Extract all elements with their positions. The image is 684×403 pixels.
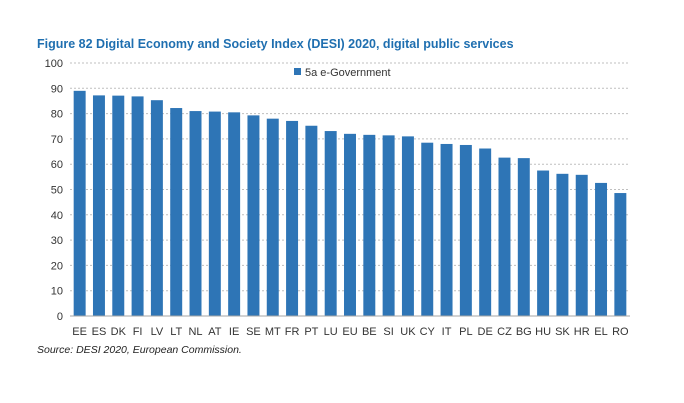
y-tick-label: 50 <box>51 185 63 197</box>
bars <box>73 90 627 317</box>
x-category-label: CY <box>420 326 436 338</box>
x-category-label: IE <box>229 326 239 338</box>
y-tick-label: 60 <box>51 159 63 171</box>
x-category-label: LT <box>170 326 182 338</box>
bar-lu <box>324 131 337 316</box>
bar-fr <box>286 120 299 316</box>
bar-mt <box>266 118 279 316</box>
x-axis-category-labels: EE ES DK FI LV LT NL AT IE SE MT FR PT LU EU BE SI UK CY IT… <box>72 326 629 338</box>
legend-swatch <box>294 68 301 75</box>
bar-ie <box>228 112 241 317</box>
bar-pt <box>305 125 318 316</box>
bar-el <box>595 182 608 316</box>
x-category-label: PT <box>304 326 318 338</box>
y-tick-label: 10 <box>51 286 63 298</box>
bar-hr <box>575 174 588 316</box>
x-category-label: LU <box>324 326 338 338</box>
bar-fi <box>131 96 144 317</box>
y-tick-label: 30 <box>51 235 63 247</box>
x-category-label: FR <box>285 326 300 338</box>
x-category-label: ES <box>92 326 107 338</box>
x-category-label: HR <box>574 326 590 338</box>
bar-pl <box>459 144 472 316</box>
legend-label: 5a e-Government <box>305 67 391 79</box>
y-tick-label: 90 <box>51 83 63 95</box>
bar-sk <box>556 173 569 316</box>
x-category-label: CZ <box>497 326 512 338</box>
x-category-label: SK <box>555 326 570 338</box>
y-tick-label: 40 <box>51 210 63 222</box>
bar-be <box>363 134 376 316</box>
bar-si <box>382 135 395 316</box>
bar-it <box>440 143 453 316</box>
x-category-label: EU <box>342 326 357 338</box>
chart-title: Figure 82 Digital Economy and Society In… <box>37 37 514 51</box>
x-category-label: EE <box>72 326 87 338</box>
x-category-label: SI <box>383 326 393 338</box>
x-category-label: FI <box>133 326 143 338</box>
y-tick-label: 20 <box>51 260 63 272</box>
bar-ro <box>614 193 627 316</box>
bar-cy <box>421 142 434 316</box>
y-axis-tick-labels: 0 10 20 30 40 50 60 70 80 90 100 <box>45 58 63 323</box>
y-tick-label: 70 <box>51 134 63 146</box>
bar-cz <box>498 157 511 316</box>
legend: 5a e-Government <box>294 67 391 79</box>
x-category-label: BG <box>516 326 532 338</box>
x-category-label: NL <box>188 326 202 338</box>
x-category-label: BE <box>362 326 377 338</box>
bar-lv <box>150 100 163 316</box>
bar-nl <box>189 111 202 316</box>
x-category-label: AT <box>208 326 222 338</box>
bar-es <box>92 95 105 316</box>
x-category-label: MT <box>265 326 281 338</box>
bar-eu <box>344 133 356 316</box>
x-category-label: LV <box>151 326 164 338</box>
bar-uk <box>401 136 414 316</box>
bar-hu <box>537 170 550 316</box>
bar-se <box>247 115 260 316</box>
bar-de <box>479 148 492 316</box>
x-category-label: IT <box>442 326 452 338</box>
y-tick-label: 80 <box>51 109 63 121</box>
x-category-label: EL <box>594 326 607 338</box>
x-category-label: DE <box>478 326 493 338</box>
bar-bg <box>517 158 530 316</box>
y-tick-label: 100 <box>45 58 63 70</box>
y-tick-label: 0 <box>57 311 63 323</box>
x-category-label: RO <box>612 326 629 338</box>
bar-lt <box>170 108 183 316</box>
x-category-label: PL <box>459 326 472 338</box>
bar-at <box>208 111 221 317</box>
x-category-label: DK <box>111 326 127 338</box>
x-category-label: SE <box>246 326 261 338</box>
bar-ee <box>73 90 86 316</box>
x-category-label: HU <box>535 326 551 338</box>
bar-dk <box>112 95 125 317</box>
source-note: Source: DESI 2020, European Commission. <box>37 344 242 356</box>
x-category-label: UK <box>400 326 416 338</box>
